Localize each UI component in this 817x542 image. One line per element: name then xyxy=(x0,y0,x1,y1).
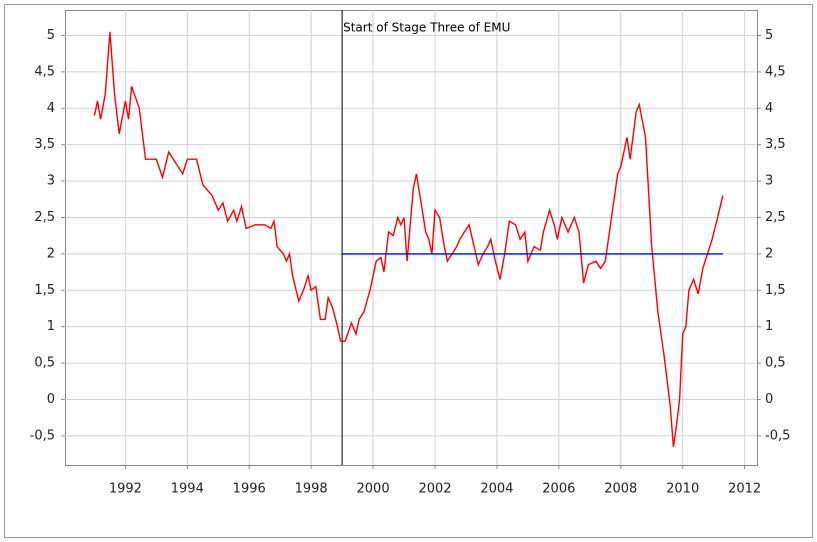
y2-tick-label: 0,5 xyxy=(765,356,786,371)
x-tick-label: 1994 xyxy=(171,482,204,497)
y2-tick-label: 0 xyxy=(765,392,773,407)
x-tick-label: 2006 xyxy=(542,482,575,497)
x-tick-label: 2004 xyxy=(480,482,513,497)
x-tick-label: 2008 xyxy=(604,482,637,497)
plot-area xyxy=(65,10,758,466)
y-tick-label: -0,5 xyxy=(30,428,55,443)
y2-tick-label: 3,5 xyxy=(765,137,786,152)
y-tick-label: 2,5 xyxy=(34,210,55,225)
x-tick-label: 1996 xyxy=(233,482,266,497)
x-tick-label: 1992 xyxy=(109,482,142,497)
y2-tick-label: 5 xyxy=(765,28,773,43)
x-tick-label: 2002 xyxy=(418,482,451,497)
y-tick-label: 0,5 xyxy=(34,356,55,371)
data-line xyxy=(93,31,724,447)
y-tick-label: 5 xyxy=(47,28,55,43)
x-tick-label: 2000 xyxy=(357,482,390,497)
y2-tick-label: 2 xyxy=(765,246,773,261)
y-tick-label: 3 xyxy=(47,174,55,189)
x-tick-label: 2010 xyxy=(666,482,699,497)
y2-tick-label: 4,5 xyxy=(765,64,786,79)
y2-tick-label: 1 xyxy=(765,319,773,334)
y-tick-label: 1 xyxy=(47,319,55,334)
y-tick-label: 4 xyxy=(47,101,55,116)
y-tick-label: 3,5 xyxy=(34,137,55,152)
y2-tick-label: -0,5 xyxy=(765,428,790,443)
y2-tick-label: 4 xyxy=(765,101,773,116)
y-tick-label: 4,5 xyxy=(34,64,55,79)
annotation: Start of Stage Three of EMU xyxy=(343,21,510,35)
y2-tick-label: 2,5 xyxy=(765,210,786,225)
y-tick-label: 2 xyxy=(47,246,55,261)
y2-tick-label: 1,5 xyxy=(765,283,786,298)
x-tick-label: 1998 xyxy=(295,482,328,497)
x-tick-label: 2012 xyxy=(728,482,761,497)
y-tick-label: 1,5 xyxy=(34,283,55,298)
y-tick-label: 0 xyxy=(47,392,55,407)
y2-tick-label: 3 xyxy=(765,174,773,189)
